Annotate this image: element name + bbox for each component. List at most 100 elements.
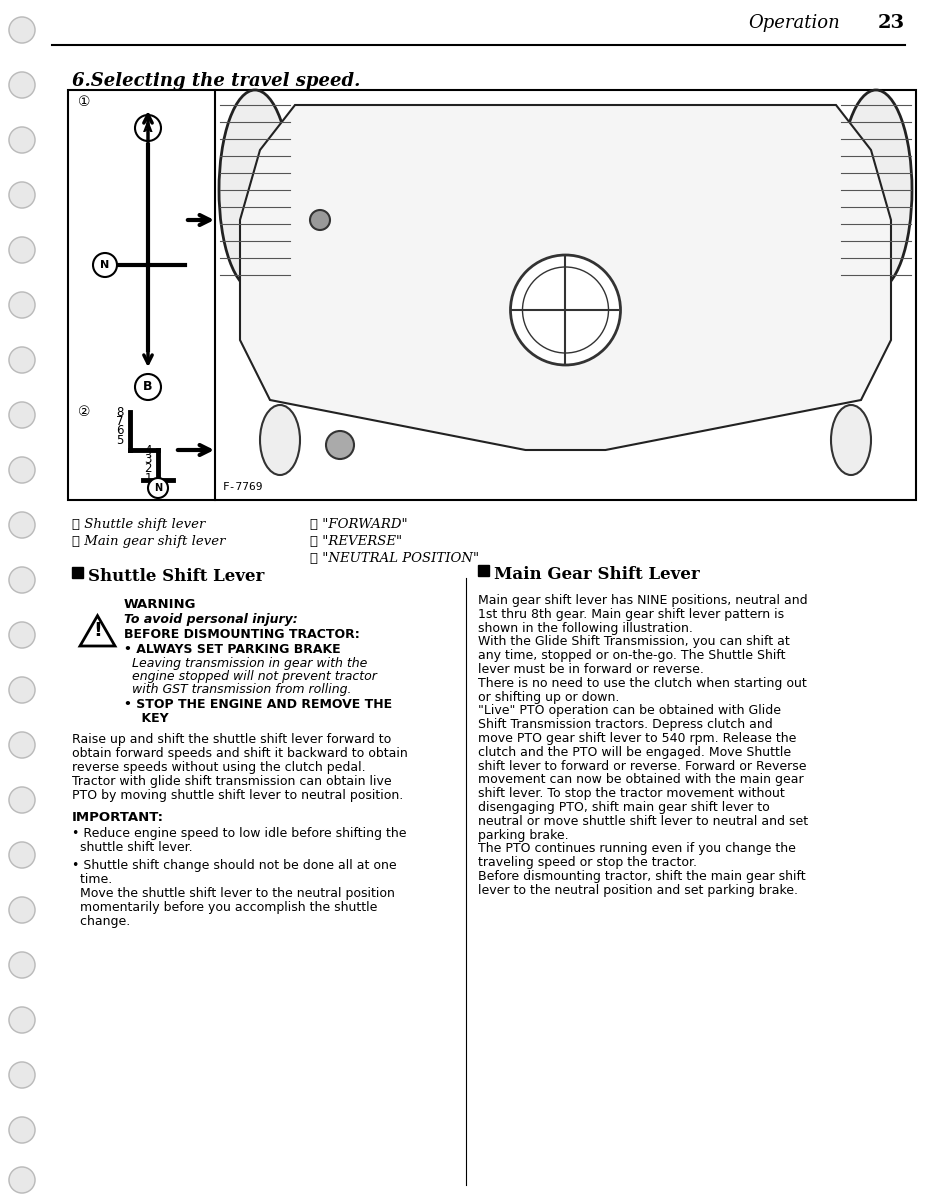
- Ellipse shape: [219, 90, 291, 290]
- Text: change.: change.: [72, 914, 130, 928]
- Text: 2: 2: [145, 462, 152, 475]
- Circle shape: [9, 787, 35, 814]
- Text: To avoid personal injury:: To avoid personal injury:: [124, 613, 298, 626]
- Circle shape: [522, 266, 608, 353]
- Text: shown in the following illustration.: shown in the following illustration.: [477, 622, 692, 635]
- Text: move PTO gear shift lever to 540 rpm. Release the: move PTO gear shift lever to 540 rpm. Re…: [477, 732, 795, 745]
- Text: Ⓐ "FORWARD": Ⓐ "FORWARD": [310, 518, 407, 530]
- Text: 3: 3: [145, 452, 152, 466]
- Bar: [68, 90, 915, 500]
- Text: • STOP THE ENGINE AND REMOVE THE: • STOP THE ENGINE AND REMOVE THE: [124, 698, 392, 710]
- Circle shape: [9, 182, 35, 208]
- Text: shuttle shift lever.: shuttle shift lever.: [72, 841, 193, 854]
- Text: Main gear shift lever has NINE positions, neutral and: Main gear shift lever has NINE positions…: [477, 594, 806, 607]
- Text: 5: 5: [117, 434, 124, 446]
- Text: BEFORE DISMOUNTING TRACTOR:: BEFORE DISMOUNTING TRACTOR:: [124, 628, 360, 641]
- Circle shape: [9, 566, 35, 593]
- Bar: [477, 565, 489, 576]
- Text: any time, stopped or on-the-go. The Shuttle Shift: any time, stopped or on-the-go. The Shut…: [477, 649, 784, 662]
- Text: ② Main gear shift lever: ② Main gear shift lever: [72, 535, 225, 548]
- Text: 6.Selecting the travel speed.: 6.Selecting the travel speed.: [72, 72, 360, 90]
- Text: obtain forward speeds and shift it backward to obtain: obtain forward speeds and shift it backw…: [72, 746, 407, 760]
- Circle shape: [9, 72, 35, 98]
- Circle shape: [9, 842, 35, 868]
- Text: lever must be in forward or reverse.: lever must be in forward or reverse.: [477, 662, 703, 676]
- Circle shape: [310, 210, 330, 230]
- Circle shape: [93, 253, 117, 277]
- Text: 23: 23: [877, 14, 904, 32]
- Text: engine stopped will not prevent tractor: engine stopped will not prevent tractor: [132, 670, 376, 683]
- Text: shift lever to forward or reverse. Forward or Reverse: shift lever to forward or reverse. Forwa…: [477, 760, 806, 773]
- Text: parking brake.: parking brake.: [477, 828, 568, 841]
- Text: • Reduce engine speed to low idle before shifting the: • Reduce engine speed to low idle before…: [72, 827, 406, 840]
- Bar: [72, 566, 83, 578]
- Text: N: N: [154, 482, 162, 493]
- Circle shape: [9, 898, 35, 923]
- Circle shape: [9, 512, 35, 538]
- Ellipse shape: [839, 90, 911, 290]
- Text: or shifting up or down.: or shifting up or down.: [477, 691, 618, 703]
- Text: Ⓝ "NEUTRAL POSITION": Ⓝ "NEUTRAL POSITION": [310, 552, 478, 565]
- Text: There is no need to use the clutch when starting out: There is no need to use the clutch when …: [477, 677, 806, 690]
- Text: PTO by moving shuttle shift lever to neutral position.: PTO by moving shuttle shift lever to neu…: [72, 790, 403, 802]
- Text: Raise up and shift the shuttle shift lever forward to: Raise up and shift the shuttle shift lev…: [72, 733, 391, 746]
- Text: movement can now be obtained with the main gear: movement can now be obtained with the ma…: [477, 773, 803, 786]
- Text: A: A: [143, 121, 153, 134]
- Text: shift lever. To stop the tractor movement without: shift lever. To stop the tractor movemen…: [477, 787, 784, 800]
- Text: ②: ②: [78, 404, 91, 419]
- Circle shape: [9, 347, 35, 373]
- Circle shape: [9, 236, 35, 263]
- Text: • Shuttle shift change should not be done all at one: • Shuttle shift change should not be don…: [72, 859, 396, 872]
- Text: neutral or move shuttle shift lever to neutral and set: neutral or move shuttle shift lever to n…: [477, 815, 807, 828]
- Ellipse shape: [260, 404, 299, 475]
- Text: Shift Transmission tractors. Depress clutch and: Shift Transmission tractors. Depress clu…: [477, 718, 772, 731]
- Circle shape: [9, 732, 35, 758]
- Text: IMPORTANT:: IMPORTANT:: [72, 811, 164, 824]
- Text: traveling speed or stop the tractor.: traveling speed or stop the tractor.: [477, 857, 696, 869]
- Text: 4: 4: [145, 444, 152, 456]
- Text: ① Shuttle shift lever: ① Shuttle shift lever: [72, 518, 205, 530]
- Text: "Live" PTO operation can be obtained with Glide: "Live" PTO operation can be obtained wit…: [477, 704, 781, 718]
- Text: 7: 7: [117, 415, 124, 428]
- Text: 1st thru 8th gear. Main gear shift lever pattern is: 1st thru 8th gear. Main gear shift lever…: [477, 607, 783, 620]
- Text: reverse speeds without using the clutch pedal.: reverse speeds without using the clutch …: [72, 761, 365, 774]
- Circle shape: [9, 1062, 35, 1088]
- Text: B: B: [143, 380, 153, 394]
- Text: ①: ①: [78, 95, 91, 109]
- Circle shape: [9, 402, 35, 428]
- Text: 1: 1: [145, 472, 152, 485]
- Circle shape: [134, 374, 160, 400]
- Text: • ALWAYS SET PARKING BRAKE: • ALWAYS SET PARKING BRAKE: [124, 643, 340, 656]
- Circle shape: [9, 677, 35, 703]
- Circle shape: [9, 292, 35, 318]
- Text: WARNING: WARNING: [124, 598, 197, 611]
- Polygon shape: [80, 616, 115, 646]
- Text: Main Gear Shift Lever: Main Gear Shift Lever: [493, 566, 699, 583]
- Circle shape: [9, 1117, 35, 1142]
- Text: Tractor with glide shift transmission can obtain live: Tractor with glide shift transmission ca…: [72, 775, 391, 788]
- Circle shape: [9, 1166, 35, 1193]
- Text: clutch and the PTO will be engaged. Move Shuttle: clutch and the PTO will be engaged. Move…: [477, 745, 791, 758]
- Text: Operation: Operation: [747, 14, 839, 32]
- Text: time.: time.: [72, 874, 112, 886]
- Text: !: !: [93, 622, 102, 640]
- Circle shape: [9, 127, 35, 152]
- Polygon shape: [240, 104, 890, 450]
- Circle shape: [325, 431, 353, 458]
- Circle shape: [9, 17, 35, 43]
- Text: N: N: [100, 260, 109, 270]
- Circle shape: [9, 1007, 35, 1033]
- Text: momentarily before you accomplish the shuttle: momentarily before you accomplish the sh…: [72, 901, 377, 914]
- Text: With the Glide Shift Transmission, you can shift at: With the Glide Shift Transmission, you c…: [477, 636, 789, 648]
- Text: 8: 8: [117, 406, 124, 419]
- Text: Shuttle Shift Lever: Shuttle Shift Lever: [88, 568, 264, 584]
- Circle shape: [147, 478, 168, 498]
- Circle shape: [9, 622, 35, 648]
- Text: Before dismounting tractor, shift the main gear shift: Before dismounting tractor, shift the ma…: [477, 870, 805, 883]
- Text: lever to the neutral position and set parking brake.: lever to the neutral position and set pa…: [477, 883, 797, 896]
- Text: The PTO continues running even if you change the: The PTO continues running even if you ch…: [477, 842, 795, 856]
- Text: with GST transmission from rolling.: with GST transmission from rolling.: [132, 683, 351, 696]
- Ellipse shape: [830, 404, 870, 475]
- Text: Ⓑ "REVERSE": Ⓑ "REVERSE": [310, 535, 401, 548]
- Circle shape: [9, 952, 35, 978]
